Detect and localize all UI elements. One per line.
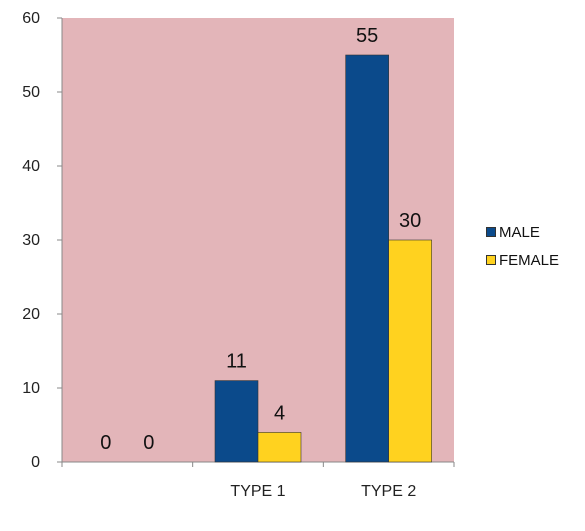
legend-swatch-male [486, 227, 496, 237]
legend-label-male: MALE [499, 223, 540, 241]
data-labels: 0 11 55 0 4 30 [100, 25, 421, 454]
data-label: 11 [226, 351, 247, 373]
data-label: 55 [356, 25, 378, 47]
y-tick-label: 50 [22, 84, 40, 101]
y-tick-label: 10 [22, 380, 40, 397]
y-tick-label: 60 [22, 10, 40, 27]
legend-item-male: MALE [486, 221, 559, 243]
bar-male [345, 54, 389, 463]
legend: MALE FEMALE [486, 221, 559, 277]
legend-label-female: FEMALE [499, 251, 560, 269]
y-axis: 0 10 20 30 40 50 60 [22, 10, 63, 471]
data-label: 0 [143, 432, 154, 454]
y-tick-label: 0 [31, 454, 40, 471]
data-label: 4 [274, 402, 285, 424]
y-tick-label: 40 [22, 158, 40, 175]
y-tick-label: 20 [22, 306, 40, 323]
bar-female [257, 432, 302, 463]
bar-male [214, 380, 259, 463]
x-axis: TYPE 1 TYPE 2 [61, 461, 455, 500]
data-label: 30 [399, 210, 421, 232]
legend-item-female: FEMALE [486, 249, 559, 271]
x-tick-label: TYPE 1 [230, 483, 285, 500]
legend-swatch-female [486, 255, 496, 265]
x-tick-label: TYPE 2 [361, 483, 416, 500]
bars [214, 54, 432, 463]
y-tick-label: 30 [22, 232, 40, 249]
bar-female [388, 239, 432, 463]
data-label: 0 [100, 432, 111, 454]
